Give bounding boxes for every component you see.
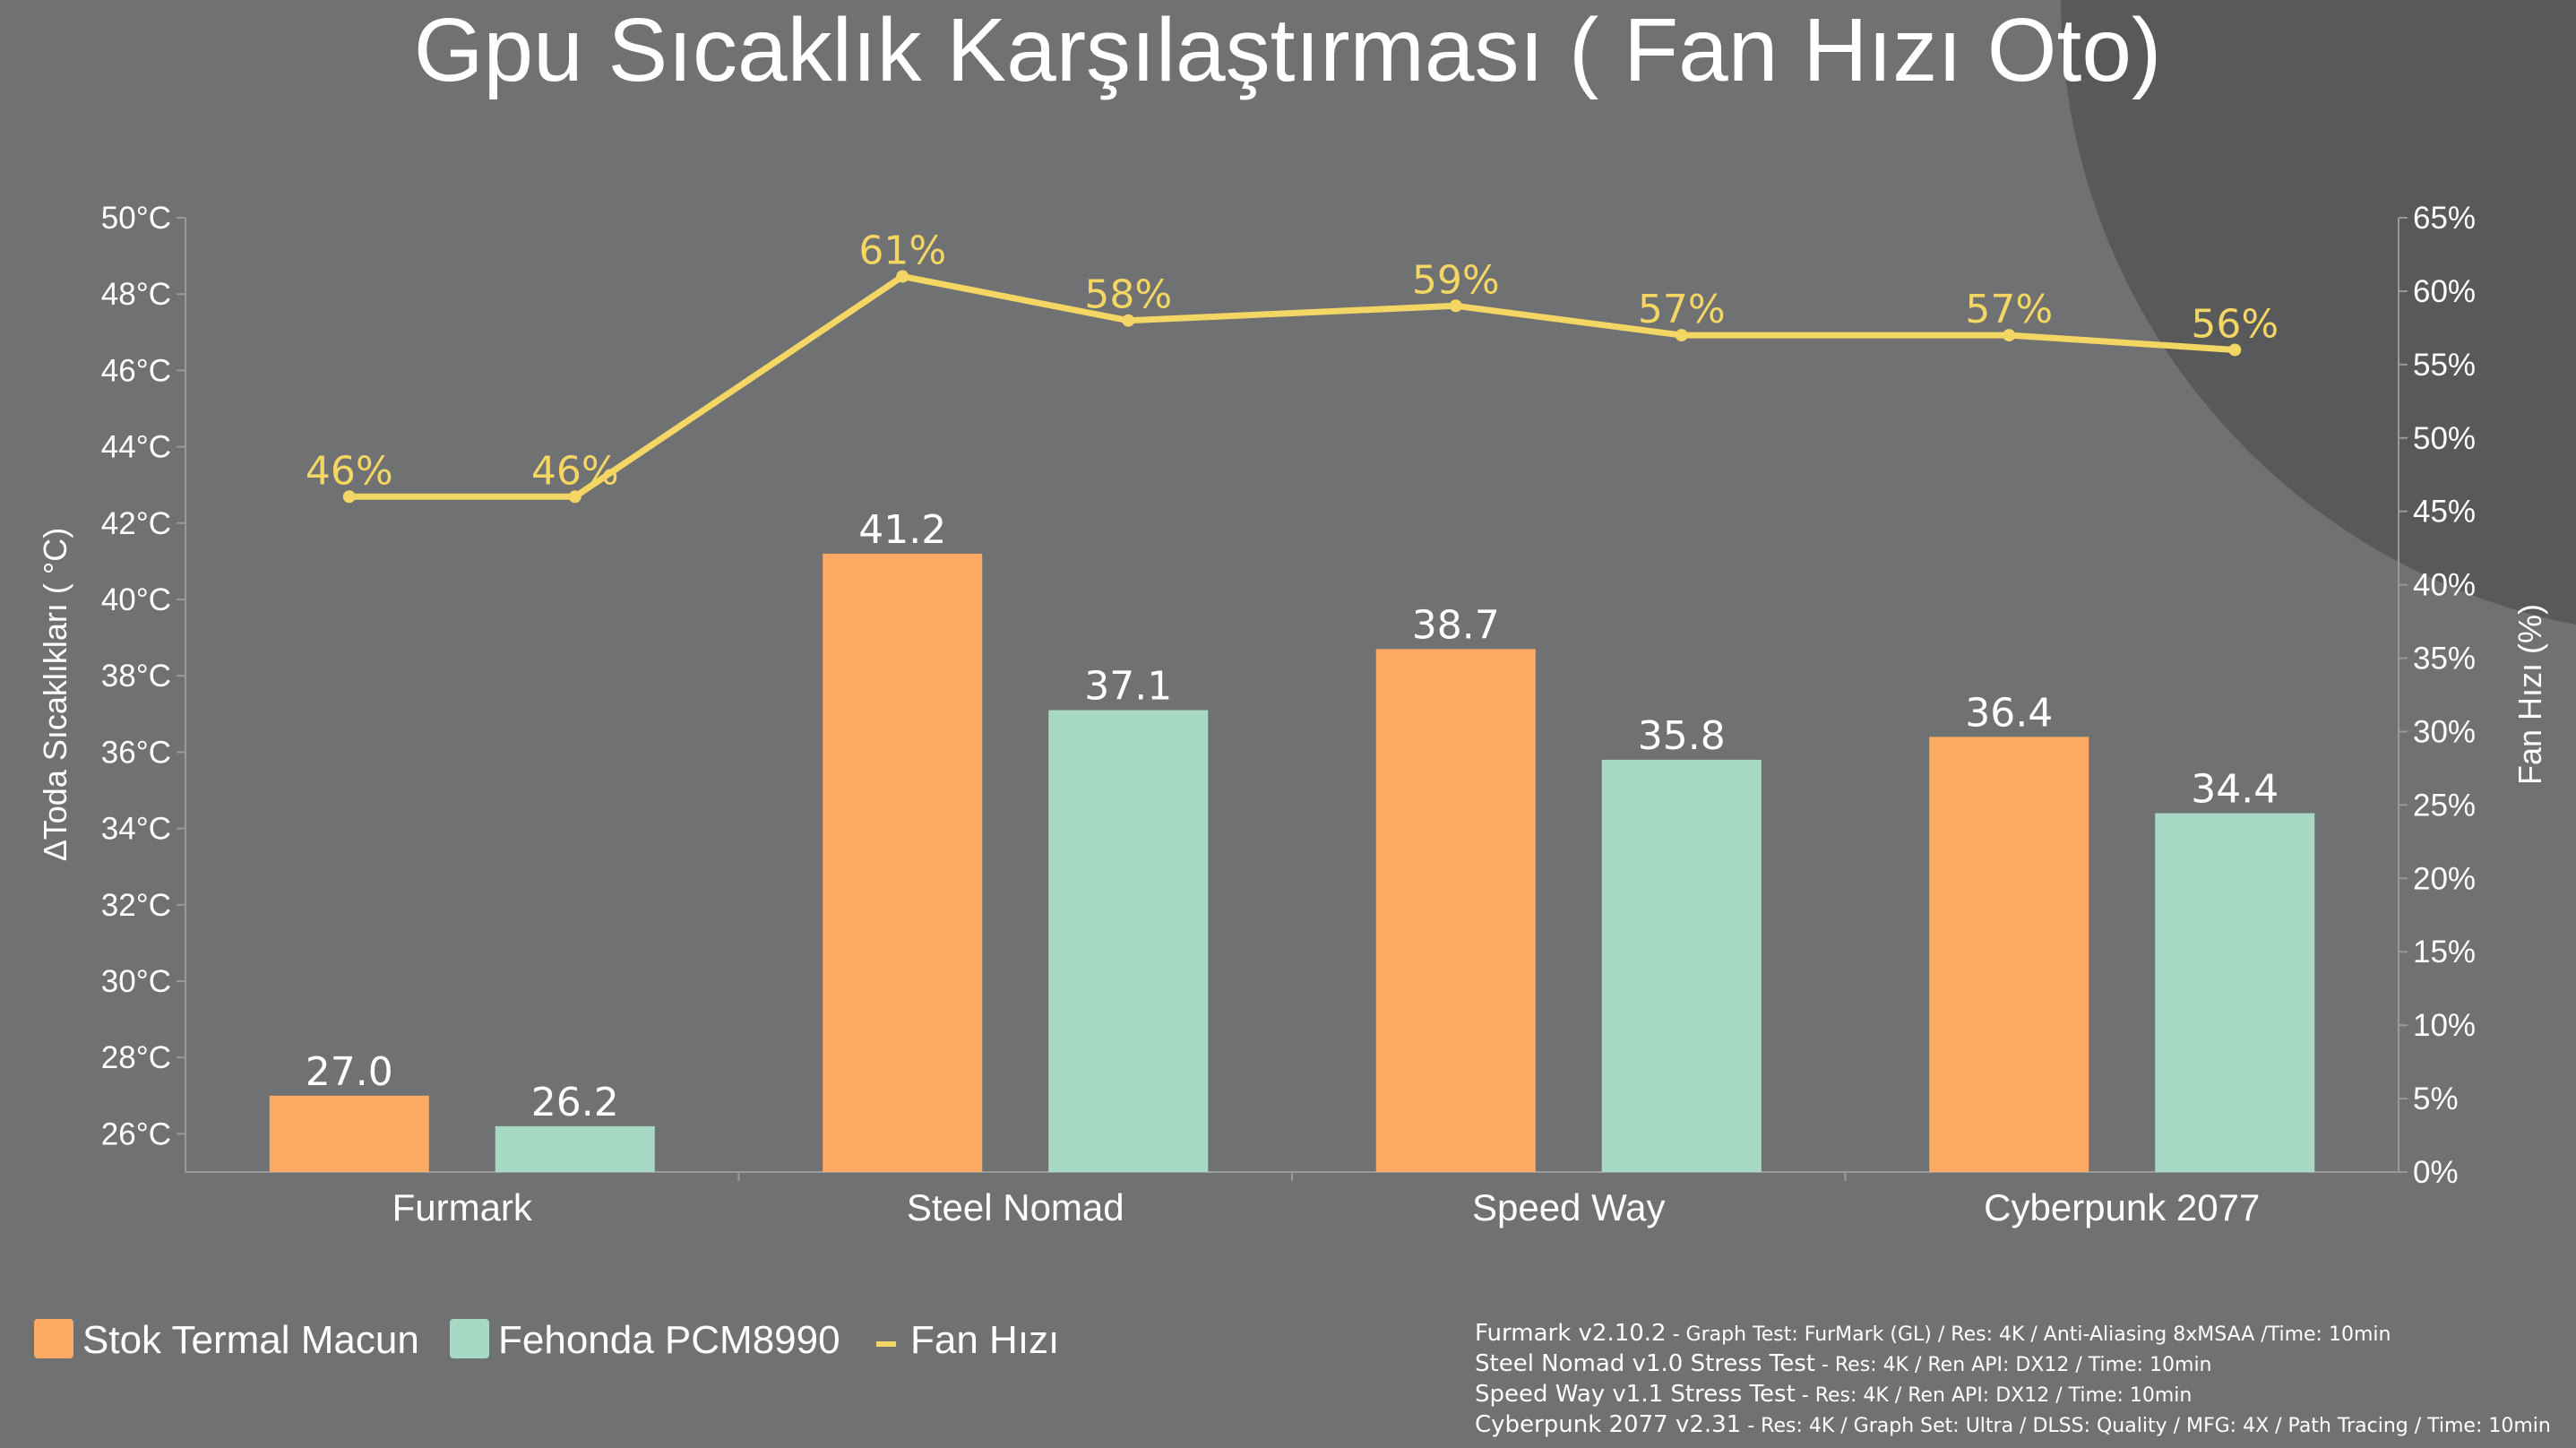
legend: Stok Termal Macun Fehonda PCM8990 Fan Hı… <box>34 1318 1059 1362</box>
fan-value-label: 46% <box>531 448 619 494</box>
y2-tick-label: 55% <box>2413 348 2476 383</box>
y-tick-label: 44°C <box>101 430 171 465</box>
category-label: Cyberpunk 2077 <box>1984 1186 2260 1228</box>
bar-value-label: 34.4 <box>2191 767 2279 813</box>
category-label: Steel Nomad <box>907 1186 1124 1228</box>
y-tick-label: 48°C <box>101 277 171 312</box>
legend-swatch-fehonda <box>450 1319 489 1358</box>
y2-tick-label: 0% <box>2413 1155 2459 1190</box>
corner-decoration <box>2061 0 2576 625</box>
y2-tick-label: 30% <box>2413 714 2476 749</box>
category-label: Furmark <box>392 1186 533 1228</box>
y2-tick-label: 60% <box>2413 274 2476 309</box>
bar-fehonda <box>1601 759 1762 1172</box>
y-tick-label: 28°C <box>101 1040 171 1075</box>
bar-value-label: 38.7 <box>1412 602 1500 648</box>
bar-value-label: 26.2 <box>531 1080 619 1125</box>
y-axis-ticks: 26°C 28°C 30°C 32°C 34°C 36°C 38°C 40°C 42°C 44°C… <box>101 201 185 1151</box>
legend-label-fehonda: Fehonda PCM8990 <box>498 1318 840 1362</box>
note-steel-nomad-detail: - Res: 4K / Ren API: DX12 / Time: 10min <box>1815 1354 2212 1376</box>
legend-swatch-stock <box>34 1319 73 1358</box>
note-speed-way-title: Speed Way v1.1 Stress Test <box>1475 1381 1796 1408</box>
note-cyberpunk-detail: - Res: 4K / Graph Set: Ultra / DLSS: Qua… <box>1741 1415 2551 1437</box>
y-tick-label: 50°C <box>101 201 171 236</box>
bar-labels: 27.0 26.2 41.2 37.1 38.7 35.8 36.4 34.4 <box>306 507 2279 1125</box>
fan-value-label: 57% <box>1638 287 1726 332</box>
note-speed-way: Speed Way v1.1 Stress Test - Res: 4K / R… <box>1475 1381 2192 1408</box>
chart-title: Gpu Sıcaklık Karşılaştırması ( Fan Hızı … <box>414 0 2162 100</box>
test-notes: Furmark v2.10.2 - Graph Test: FurMark (G… <box>1475 1320 2551 1438</box>
legend-label-stock: Stok Termal Macun <box>82 1318 419 1362</box>
bar-value-label: 27.0 <box>306 1049 393 1095</box>
y2-tick-label: 35% <box>2413 642 2476 677</box>
note-cyberpunk: Cyberpunk 2077 v2.31 - Res: 4K / Graph S… <box>1475 1411 2551 1438</box>
y-tick-label: 26°C <box>101 1116 171 1151</box>
fan-line-layer: 46% 46% 61% 58% 59% 57% 57% 56% <box>306 228 2279 504</box>
y2-tick-label: 25% <box>2413 788 2476 823</box>
y2-tick-label: 50% <box>2413 421 2476 456</box>
fan-point <box>896 270 909 283</box>
fan-point <box>568 490 582 504</box>
fan-value-label: 58% <box>1084 272 1172 318</box>
fan-value-label: 61% <box>858 228 946 274</box>
y2-tick-label: 15% <box>2413 935 2476 970</box>
y-tick-label: 36°C <box>101 735 171 770</box>
bar-fehonda <box>2155 813 2315 1172</box>
bar-value-label: 41.2 <box>858 507 946 553</box>
bar-fehonda <box>1048 710 1209 1172</box>
note-steel-nomad-title: Steel Nomad v1.0 Stress Test <box>1475 1350 1815 1377</box>
y-tick-label: 34°C <box>101 812 171 847</box>
bar-stock <box>1375 649 1536 1172</box>
fan-point <box>342 490 356 504</box>
y2-tick-label: 10% <box>2413 1008 2476 1043</box>
note-cyberpunk-title: Cyberpunk 2077 v2.31 <box>1475 1411 1741 1438</box>
y-tick-label: 38°C <box>101 659 171 694</box>
bar-stock <box>1929 737 2089 1172</box>
legend-label-fan: Fan Hızı <box>910 1318 1059 1362</box>
y2-tick-label: 20% <box>2413 861 2476 896</box>
fan-point <box>1122 314 1135 327</box>
note-steel-nomad: Steel Nomad v1.0 Stress Test - Res: 4K /… <box>1475 1350 2212 1377</box>
fan-point <box>1449 299 1462 313</box>
y-tick-label: 32°C <box>101 888 171 923</box>
fan-value-label: 56% <box>2191 301 2279 347</box>
note-furmark-detail: - Graph Test: FurMark (GL) / Res: 4K / A… <box>1667 1323 2391 1346</box>
fan-value-label: 46% <box>306 448 393 494</box>
bar-stock <box>269 1095 429 1172</box>
fan-point <box>2003 329 2016 342</box>
y2-axis-title: Fan Hızı (%) <box>2511 604 2548 785</box>
y-tick-label: 40°C <box>101 582 171 617</box>
fan-point <box>1675 329 1688 342</box>
bar-stock <box>823 553 983 1172</box>
fan-value-label: 59% <box>1412 257 1500 303</box>
bars <box>269 553 2315 1172</box>
y2-tick-label: 5% <box>2413 1082 2459 1116</box>
category-labels: Furmark Steel Nomad Speed Way Cyberpunk 207… <box>392 1172 2260 1228</box>
fan-line <box>349 273 2236 500</box>
y-tick-label: 42°C <box>101 506 171 541</box>
bar-fehonda <box>495 1125 655 1172</box>
y2-tick-label: 45% <box>2413 495 2476 530</box>
fan-point <box>2228 343 2242 357</box>
bar-value-label: 37.1 <box>1084 664 1172 710</box>
note-furmark-title: Furmark v2.10.2 <box>1475 1320 1667 1347</box>
note-speed-way-detail: - Res: 4K / Ren API: DX12 / Time: 10min <box>1796 1384 2193 1407</box>
category-label: Speed Way <box>1472 1186 1666 1228</box>
bar-value-label: 35.8 <box>1638 713 1726 759</box>
y2-tick-label: 65% <box>2413 201 2476 236</box>
fan-value-label: 57% <box>1965 287 2053 332</box>
y-axis-title: ΔToda Sıcaklıkları ( °C) <box>37 528 73 862</box>
bar-value-label: 36.4 <box>1965 690 2053 736</box>
y2-axis-ticks: 0% 5% 10% 15% 20% 25% 30% 35% 40% 45% 50% 55% 60% 65% <box>2399 201 2476 1190</box>
note-furmark: Furmark v2.10.2 - Graph Test: FurMark (G… <box>1475 1320 2391 1347</box>
y-tick-label: 30°C <box>101 964 171 999</box>
y-tick-label: 46°C <box>101 353 171 388</box>
y2-tick-label: 40% <box>2413 568 2476 603</box>
